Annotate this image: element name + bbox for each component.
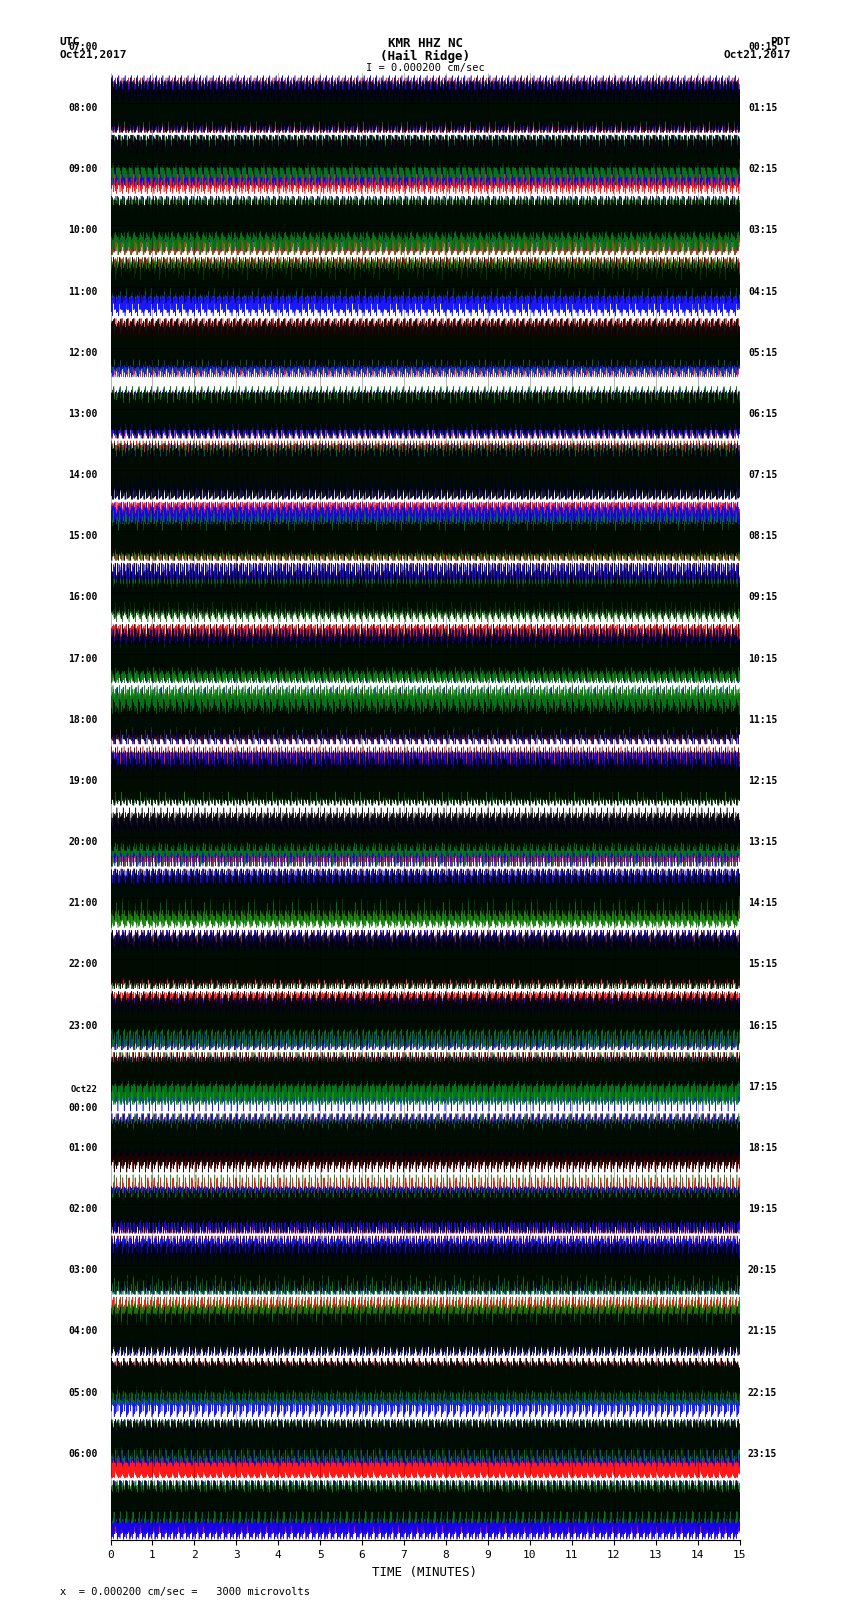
Text: 17:15: 17:15 <box>748 1082 777 1092</box>
Text: 07:00: 07:00 <box>69 42 98 52</box>
Text: 06:00: 06:00 <box>69 1448 98 1458</box>
Text: 18:00: 18:00 <box>69 715 98 724</box>
Text: 22:15: 22:15 <box>748 1387 777 1397</box>
Text: 11:00: 11:00 <box>69 287 98 297</box>
Text: Oct21,2017: Oct21,2017 <box>60 50 127 60</box>
Text: 10:00: 10:00 <box>69 226 98 235</box>
Text: 00:00: 00:00 <box>69 1103 98 1113</box>
Text: 20:15: 20:15 <box>748 1265 777 1276</box>
Text: 21:15: 21:15 <box>748 1326 777 1336</box>
Text: 19:00: 19:00 <box>69 776 98 786</box>
Text: 14:15: 14:15 <box>748 898 777 908</box>
Text: 05:00: 05:00 <box>69 1387 98 1397</box>
Text: 12:15: 12:15 <box>748 776 777 786</box>
Text: Oct22: Oct22 <box>71 1086 98 1094</box>
Text: PDT: PDT <box>770 37 790 47</box>
Text: 16:00: 16:00 <box>69 592 98 602</box>
Text: 13:15: 13:15 <box>748 837 777 847</box>
Text: 17:00: 17:00 <box>69 653 98 663</box>
Text: 13:00: 13:00 <box>69 410 98 419</box>
Text: 06:15: 06:15 <box>748 410 777 419</box>
Text: 21:00: 21:00 <box>69 898 98 908</box>
Text: 20:00: 20:00 <box>69 837 98 847</box>
Text: 02:00: 02:00 <box>69 1203 98 1215</box>
Text: UTC: UTC <box>60 37 80 47</box>
Text: (Hail Ridge): (Hail Ridge) <box>380 50 470 63</box>
Text: 22:00: 22:00 <box>69 960 98 969</box>
Text: 11:15: 11:15 <box>748 715 777 724</box>
Text: 08:15: 08:15 <box>748 531 777 542</box>
Text: 15:00: 15:00 <box>69 531 98 542</box>
Text: 05:15: 05:15 <box>748 348 777 358</box>
Text: I = 0.000200 cm/sec: I = 0.000200 cm/sec <box>366 63 484 73</box>
Text: 10:15: 10:15 <box>748 653 777 663</box>
Text: 23:00: 23:00 <box>69 1021 98 1031</box>
Text: 03:15: 03:15 <box>748 226 777 235</box>
Text: Oct21,2017: Oct21,2017 <box>723 50 791 60</box>
Text: 01:00: 01:00 <box>69 1144 98 1153</box>
Text: 09:00: 09:00 <box>69 165 98 174</box>
Text: 09:15: 09:15 <box>748 592 777 602</box>
Text: x  = 0.000200 cm/sec =   3000 microvolts: x = 0.000200 cm/sec = 3000 microvolts <box>60 1587 309 1597</box>
Text: 18:15: 18:15 <box>748 1144 777 1153</box>
Text: 16:15: 16:15 <box>748 1021 777 1031</box>
Text: 00:15: 00:15 <box>748 42 777 52</box>
X-axis label: TIME (MINUTES): TIME (MINUTES) <box>372 1566 478 1579</box>
Text: 19:15: 19:15 <box>748 1203 777 1215</box>
Text: 12:00: 12:00 <box>69 348 98 358</box>
Text: KMR HHZ NC: KMR HHZ NC <box>388 37 462 50</box>
Text: 15:15: 15:15 <box>748 960 777 969</box>
Text: 01:15: 01:15 <box>748 103 777 113</box>
Text: 07:15: 07:15 <box>748 469 777 481</box>
Text: 02:15: 02:15 <box>748 165 777 174</box>
Text: 08:00: 08:00 <box>69 103 98 113</box>
Text: 04:15: 04:15 <box>748 287 777 297</box>
Text: 04:00: 04:00 <box>69 1326 98 1336</box>
Text: 03:00: 03:00 <box>69 1265 98 1276</box>
Text: 14:00: 14:00 <box>69 469 98 481</box>
Text: 23:15: 23:15 <box>748 1448 777 1458</box>
